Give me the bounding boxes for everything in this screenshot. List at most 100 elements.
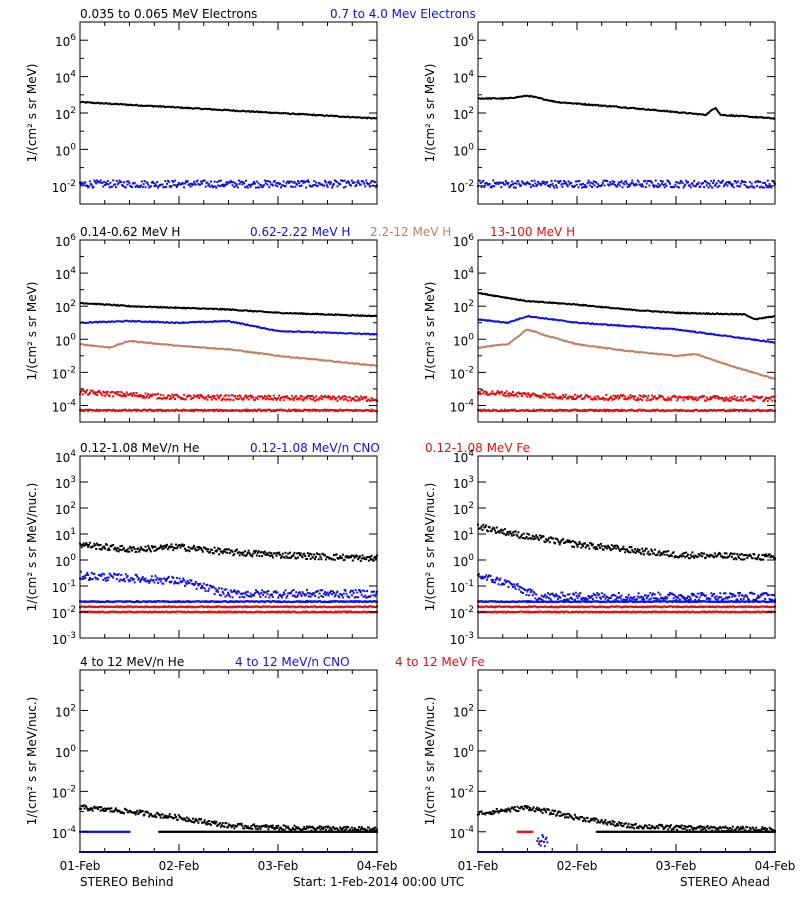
data-point — [739, 598, 742, 601]
data-point — [608, 181, 611, 184]
data-point — [264, 553, 267, 556]
data-point — [228, 552, 231, 555]
data-point — [555, 593, 558, 596]
data-point — [748, 598, 750, 601]
data-point — [564, 396, 566, 398]
data-point — [227, 548, 230, 551]
data-point — [632, 597, 635, 600]
data-point — [365, 179, 368, 182]
data-point — [529, 590, 532, 593]
data-point — [222, 183, 225, 186]
series-2 — [477, 600, 776, 604]
data-point — [263, 550, 266, 553]
data-point — [623, 398, 626, 401]
data-point — [490, 529, 493, 532]
data-point — [715, 555, 718, 558]
data-point — [222, 592, 225, 595]
data-point — [642, 185, 645, 188]
data-point — [540, 182, 543, 185]
data-point — [216, 181, 219, 184]
data-point — [594, 594, 597, 596]
data-point — [578, 179, 581, 182]
data-point — [599, 546, 601, 549]
data-point — [105, 576, 108, 579]
data-point — [150, 545, 153, 548]
data-point — [631, 179, 634, 182]
data-point — [123, 578, 125, 580]
data-point — [689, 553, 692, 556]
data-point — [79, 408, 82, 411]
data-point — [196, 582, 199, 585]
data-point — [140, 395, 143, 398]
data-point — [271, 595, 274, 598]
data-point — [266, 592, 269, 595]
data-point — [582, 597, 585, 600]
data-point — [258, 555, 261, 558]
data-point — [552, 537, 555, 540]
data-point — [166, 548, 169, 551]
data-point — [88, 577, 91, 579]
data-point — [198, 545, 201, 548]
data-point — [672, 551, 675, 554]
data-point — [591, 186, 593, 188]
data-point — [176, 184, 179, 186]
data-point — [150, 575, 153, 578]
legend-entry: 0.7 to 4.0 Mev Electrons — [330, 7, 476, 21]
data-point — [149, 185, 152, 188]
data-point — [236, 395, 239, 398]
data-point — [662, 598, 665, 601]
data-point — [201, 182, 203, 185]
data-point — [673, 185, 676, 188]
data-point — [667, 396, 670, 399]
data-point — [757, 594, 759, 597]
data-point — [228, 181, 231, 184]
data-point — [704, 408, 706, 411]
data-point — [492, 578, 495, 581]
data-point — [556, 539, 559, 542]
data-point — [196, 546, 199, 549]
data-point — [646, 595, 649, 598]
data-point — [131, 577, 133, 580]
data-point — [594, 410, 597, 412]
series-line — [477, 314, 776, 344]
data-point — [186, 180, 189, 183]
data-point — [133, 581, 136, 584]
legend-entry: 0.62-2.22 MeV H — [250, 225, 350, 239]
data-point — [368, 556, 371, 558]
data-point — [501, 531, 504, 534]
data-point — [653, 395, 656, 398]
data-point — [519, 585, 522, 588]
data-point — [754, 410, 757, 413]
data-point — [289, 592, 292, 595]
data-point — [536, 536, 539, 539]
data-point — [184, 581, 187, 584]
data-point — [486, 576, 489, 579]
data-point — [101, 181, 104, 184]
data-point — [765, 553, 767, 556]
data-point — [650, 398, 653, 401]
data-point — [541, 599, 544, 602]
data-point — [762, 182, 765, 184]
data-point — [169, 395, 172, 398]
data-point — [225, 588, 228, 591]
data-point — [141, 576, 144, 579]
data-point — [84, 392, 87, 395]
data-point — [330, 589, 333, 592]
data-point — [83, 575, 86, 578]
data-point — [258, 593, 261, 596]
data-point — [587, 544, 590, 547]
data-point — [494, 532, 497, 534]
data-point — [691, 398, 694, 401]
data-point — [226, 183, 229, 186]
data-point — [551, 592, 554, 595]
data-point — [298, 185, 301, 187]
data-point — [297, 552, 300, 554]
data-point — [528, 533, 531, 536]
data-point — [357, 399, 360, 402]
data-point — [520, 392, 523, 395]
data-point — [507, 394, 510, 397]
data-point — [635, 598, 638, 601]
data-point — [217, 184, 220, 187]
data-point — [684, 556, 687, 559]
data-point — [172, 180, 175, 183]
